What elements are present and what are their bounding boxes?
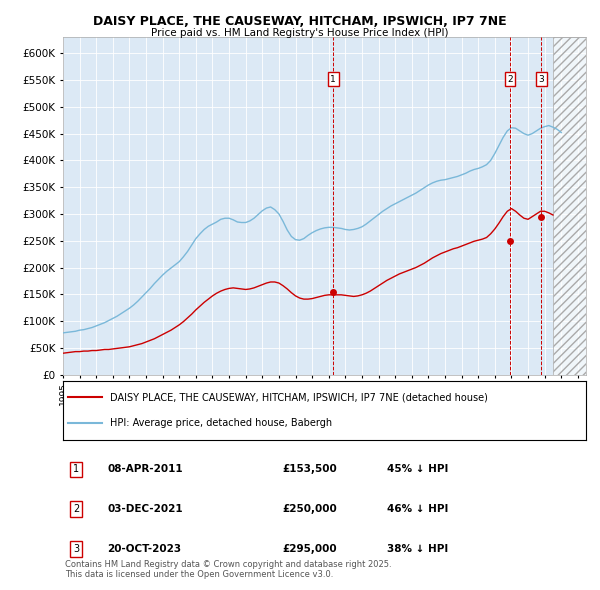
Text: 2: 2 bbox=[73, 504, 79, 514]
Text: DAISY PLACE, THE CAUSEWAY, HITCHAM, IPSWICH, IP7 7NE (detached house): DAISY PLACE, THE CAUSEWAY, HITCHAM, IPSW… bbox=[110, 392, 488, 402]
Text: DAISY PLACE, THE CAUSEWAY, HITCHAM, IPSWICH, IP7 7NE: DAISY PLACE, THE CAUSEWAY, HITCHAM, IPSW… bbox=[93, 15, 507, 28]
Text: 45% ↓ HPI: 45% ↓ HPI bbox=[388, 464, 449, 474]
Text: 38% ↓ HPI: 38% ↓ HPI bbox=[388, 544, 449, 554]
Text: Price paid vs. HM Land Registry's House Price Index (HPI): Price paid vs. HM Land Registry's House … bbox=[151, 28, 449, 38]
Text: £295,000: £295,000 bbox=[283, 544, 337, 554]
Text: 3: 3 bbox=[73, 544, 79, 554]
Text: HPI: Average price, detached house, Babergh: HPI: Average price, detached house, Babe… bbox=[110, 418, 332, 428]
Text: 3: 3 bbox=[538, 75, 544, 84]
Text: £153,500: £153,500 bbox=[283, 464, 337, 474]
Text: 1: 1 bbox=[73, 464, 79, 474]
Text: £250,000: £250,000 bbox=[283, 504, 337, 514]
Text: 2: 2 bbox=[508, 75, 513, 84]
Text: 20-OCT-2023: 20-OCT-2023 bbox=[107, 544, 182, 554]
Text: 03-DEC-2021: 03-DEC-2021 bbox=[107, 504, 183, 514]
Bar bbox=[553, 37, 586, 375]
Text: 1: 1 bbox=[331, 75, 336, 84]
Text: 08-APR-2011: 08-APR-2011 bbox=[107, 464, 183, 474]
Bar bbox=[553, 37, 586, 375]
Text: 46% ↓ HPI: 46% ↓ HPI bbox=[388, 504, 449, 514]
Text: Contains HM Land Registry data © Crown copyright and database right 2025.
This d: Contains HM Land Registry data © Crown c… bbox=[65, 560, 391, 579]
